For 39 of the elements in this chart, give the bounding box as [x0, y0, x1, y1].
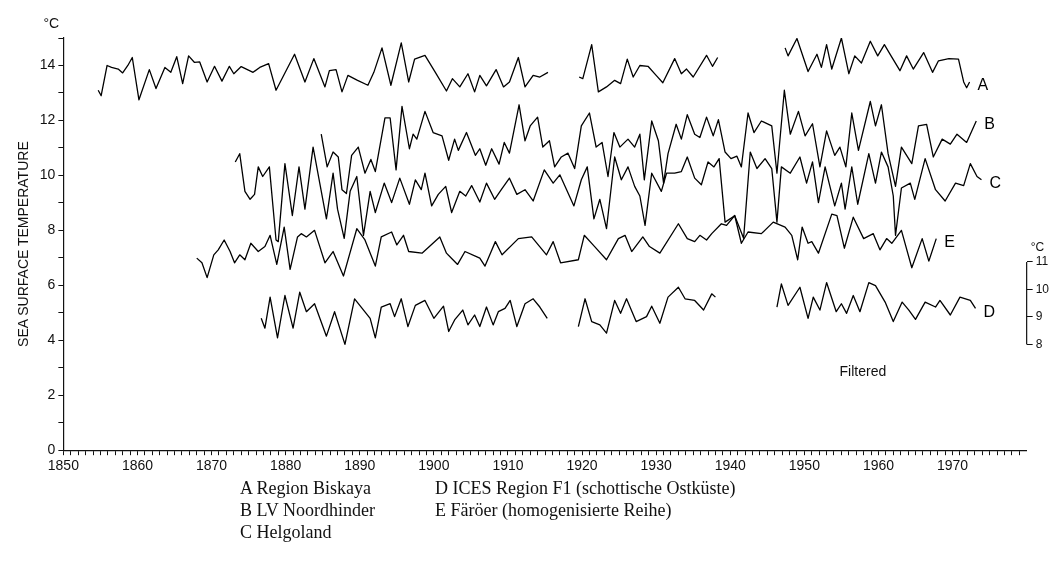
x-tick-label: 1860 [121, 457, 154, 474]
y-tick-label: 8 [47, 221, 56, 238]
x-tick-label: 1940 [714, 457, 747, 474]
y-tick-label: 12 [39, 111, 56, 128]
series-label: D [983, 302, 996, 320]
x-tick-label: 1960 [862, 457, 895, 474]
text: C Helgoland [240, 522, 333, 544]
series-label: B [984, 115, 995, 133]
series-label: C [989, 174, 1002, 192]
x-tick-label: 1890 [344, 457, 376, 474]
y-tick-label: 6 [47, 276, 56, 293]
y-tick-label: 2 [47, 386, 56, 403]
x-tick-label: 1880 [270, 457, 302, 474]
y2-axis-title: °C [1030, 240, 1045, 255]
text: E Färöer (homogenisierte Reihe) [435, 500, 673, 522]
y-tick-label: 14 [39, 56, 56, 73]
x-tick-label: 1870 [195, 457, 228, 474]
y-tick-label: 10 [39, 166, 56, 183]
y2-tick-label: 9 [1035, 309, 1043, 324]
x-tick-label: 1950 [788, 457, 821, 474]
text: D ICES Region F1 (schottische Ostküste) [435, 478, 736, 500]
y-axis-title: SEA SURFACE TEMPERATURE [15, 141, 32, 347]
series-label: A [977, 76, 989, 94]
y-tick-label: 0 [47, 441, 56, 458]
x-tick-label: 1920 [566, 457, 598, 474]
text: A Region Biskaya [240, 478, 372, 500]
y-tick-label: 4 [47, 331, 56, 348]
x-tick-label: 1930 [640, 457, 672, 474]
x-tick-label: 1900 [418, 457, 450, 474]
x-tick-label: 1970 [936, 457, 969, 474]
y2-tick-label: 10 [1035, 281, 1050, 296]
series-label: E [944, 233, 955, 251]
text: B LV Noordhinder [240, 500, 375, 522]
y2-tick-label: 11 [1035, 254, 1049, 269]
y2-tick-label: 8 [1035, 336, 1043, 351]
x-tick-label: 1850 [47, 457, 80, 474]
annotation: Filtered [839, 362, 887, 379]
text: °C [43, 14, 60, 31]
x-tick-label: 1910 [492, 457, 524, 474]
